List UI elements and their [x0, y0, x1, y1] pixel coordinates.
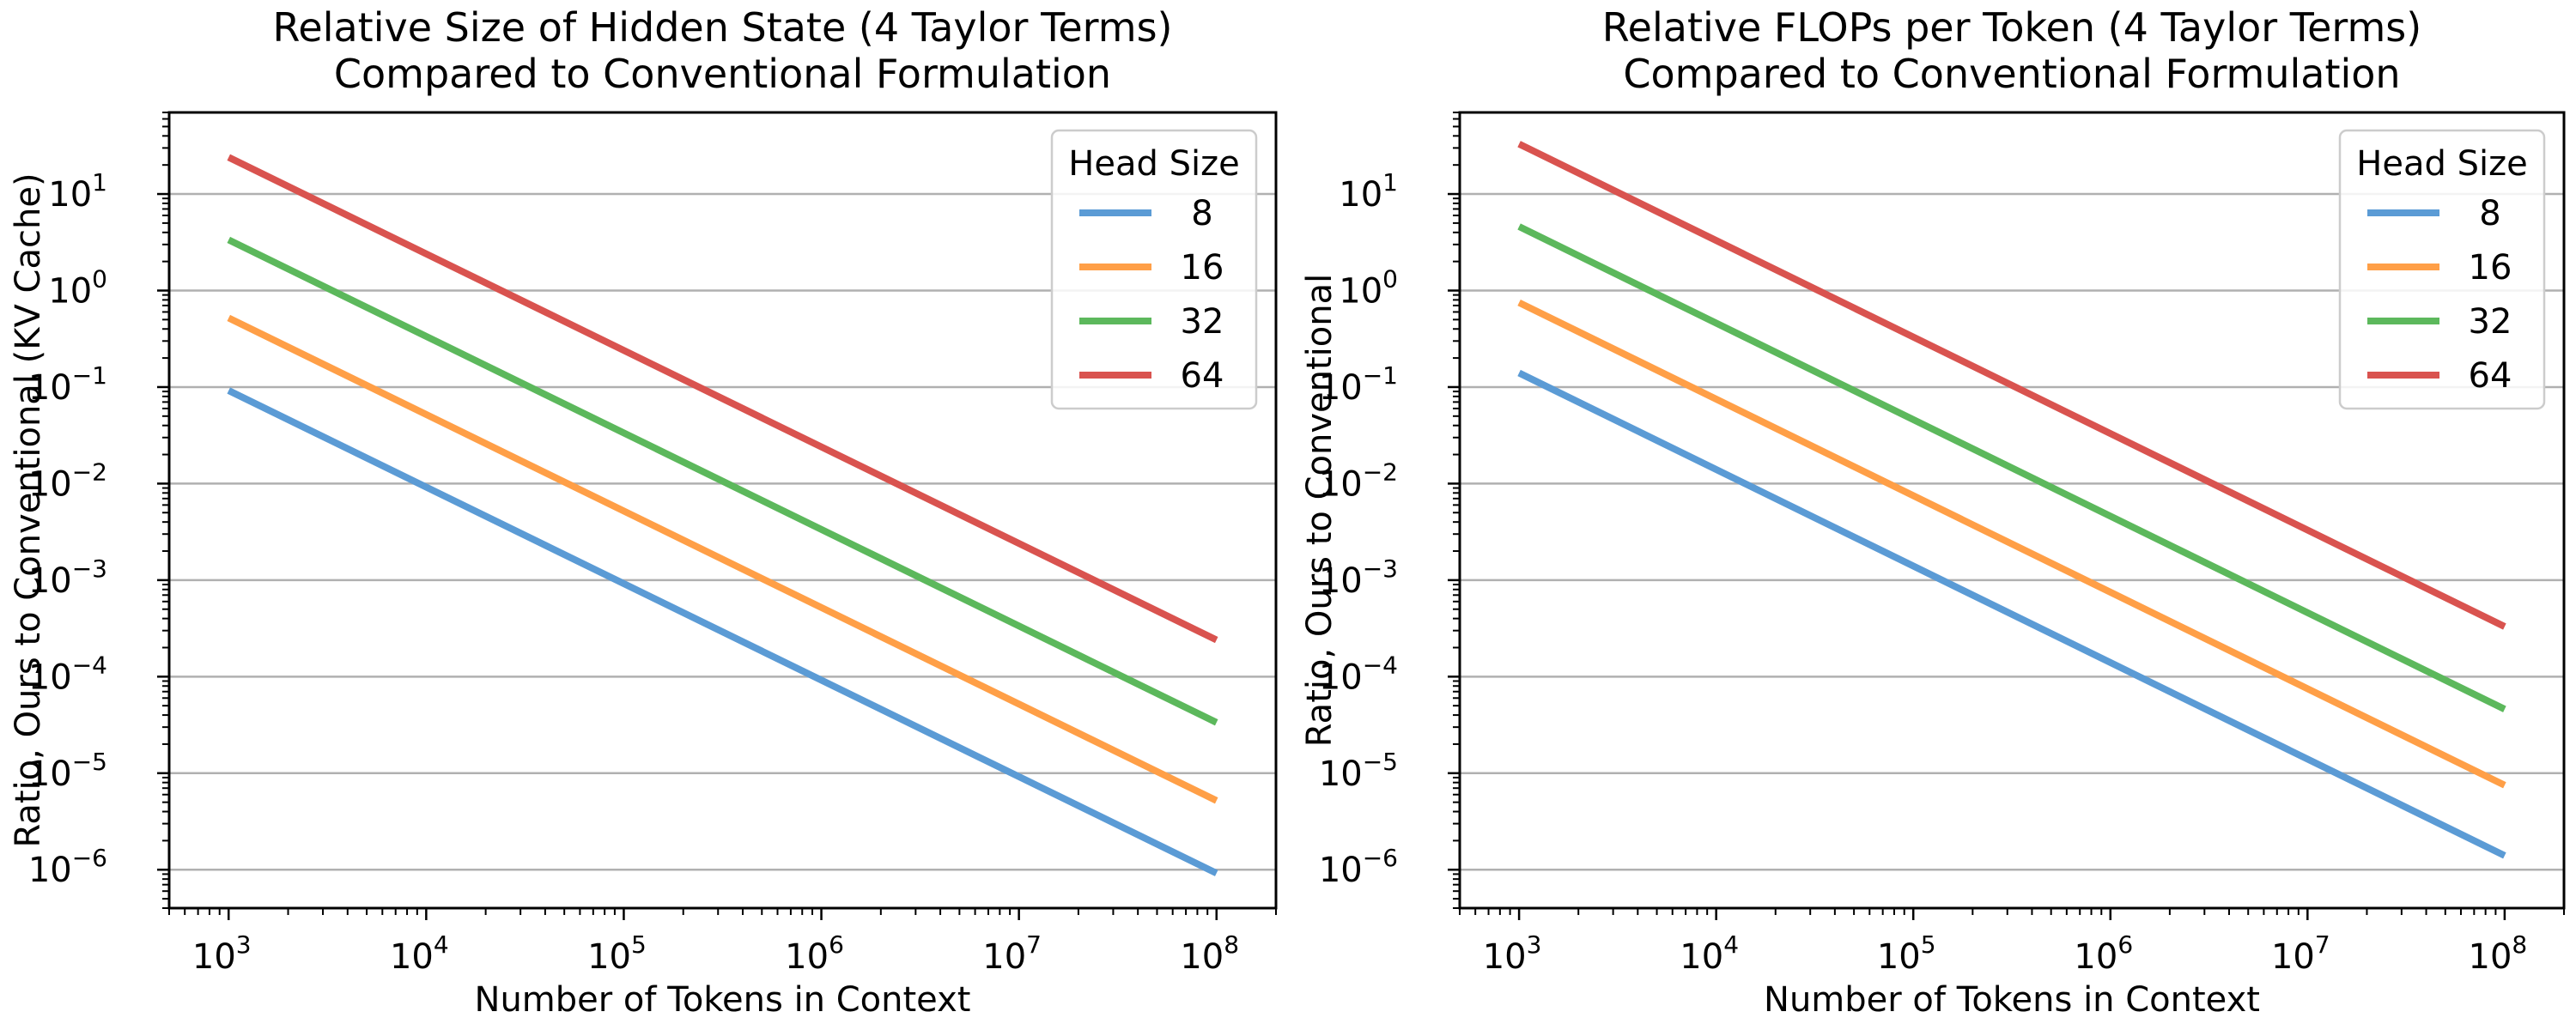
legend-label-16: 16: [1181, 248, 1224, 288]
series-line-head-size-8: [227, 387, 1218, 876]
legend-label-8: 8: [2479, 194, 2500, 233]
series-line-head-size-32: [227, 236, 1218, 726]
x-axis-label: Number of Tokens in Context: [1764, 980, 2260, 1020]
legend-box: [1050, 129, 1258, 410]
legend-box: [2338, 129, 2546, 410]
y-axis-label: Ratio, Ours to Conventional (KV Cache): [9, 173, 48, 847]
legend-label-64: 64: [2469, 356, 2512, 396]
x-tick-label: 103: [192, 930, 252, 977]
series-line-head-size-64: [1517, 141, 2506, 630]
y-tick-label: 10−1: [28, 361, 107, 408]
legend: Head Size 8 16 32 64: [2338, 129, 2546, 410]
x-tick-label: 106: [785, 930, 844, 977]
y-tick-label: 10−4: [28, 651, 107, 697]
series-line-head-size-16: [227, 314, 1218, 804]
y-tick-label: 101: [1339, 168, 1398, 215]
legend-title: Head Size: [1068, 144, 1239, 184]
x-tick-label: 104: [390, 930, 449, 977]
y-tick-label: 10−2: [1319, 457, 1398, 504]
y-tick-label: 101: [48, 168, 107, 215]
series-line-head-size-64: [227, 154, 1218, 644]
y-tick-label: 10−3: [28, 554, 107, 601]
y-tick-label: 10−2: [28, 457, 107, 504]
x-tick-label: 105: [587, 930, 647, 977]
y-tick-label: 10−6: [28, 844, 107, 890]
series-line-head-size-32: [1517, 223, 2506, 712]
legend-label-32: 32: [1181, 302, 1224, 342]
x-tick-label: 107: [982, 930, 1042, 977]
legend-label-8: 8: [1191, 194, 1212, 233]
legend-label-16: 16: [2469, 248, 2512, 288]
chart-panel-2: Relative FLOPs per Token (4 Taylor Terms…: [1300, 4, 2566, 1020]
legend: Head Size 8 16 32 64: [1050, 129, 1258, 410]
x-axis-label: Number of Tokens in Context: [475, 980, 971, 1020]
y-tick-label: 100: [1339, 264, 1398, 311]
x-tick-label: 104: [1680, 930, 1739, 977]
series-line-head-size-8: [1517, 369, 2506, 859]
series-line-head-size-16: [1517, 299, 2506, 789]
chart-title-line-1: Relative FLOPs per Token (4 Taylor Terms…: [1602, 4, 2421, 51]
y-tick-label: 10−3: [1319, 554, 1398, 601]
chart-title-line-2: Compared to Conventional Formulation: [334, 51, 1111, 97]
x-tick-label: 106: [2074, 930, 2133, 977]
y-tick-label: 10−1: [1319, 361, 1398, 408]
y-axis-label: Ratio, Ours to Conventional: [1300, 274, 1340, 747]
legend-label-64: 64: [1181, 356, 1224, 396]
x-tick-label: 105: [1877, 930, 1936, 977]
plot-area-frame: [167, 111, 1278, 910]
legend-title: Head Size: [2356, 144, 2527, 184]
legend-label-32: 32: [2469, 302, 2512, 342]
x-tick-label: 108: [1180, 930, 1239, 977]
y-tick-label: 10−6: [1319, 844, 1398, 890]
y-tick-label: 10−5: [1319, 748, 1398, 794]
y-tick-label: 10−5: [28, 748, 107, 794]
x-tick-label: 108: [2469, 930, 2528, 977]
chart-panel-1: Relative Size of Hidden State (4 Taylor …: [9, 4, 1278, 1020]
plot-area-frame: [1458, 111, 2566, 910]
chart-title-line-1: Relative Size of Hidden State (4 Taylor …: [273, 4, 1173, 51]
x-tick-label: 103: [1483, 930, 1542, 977]
y-tick-label: 100: [48, 264, 107, 311]
x-tick-label: 107: [2271, 930, 2330, 977]
y-tick-label: 10−4: [1319, 651, 1398, 697]
chart-title-line-2: Compared to Conventional Formulation: [1623, 51, 2400, 97]
